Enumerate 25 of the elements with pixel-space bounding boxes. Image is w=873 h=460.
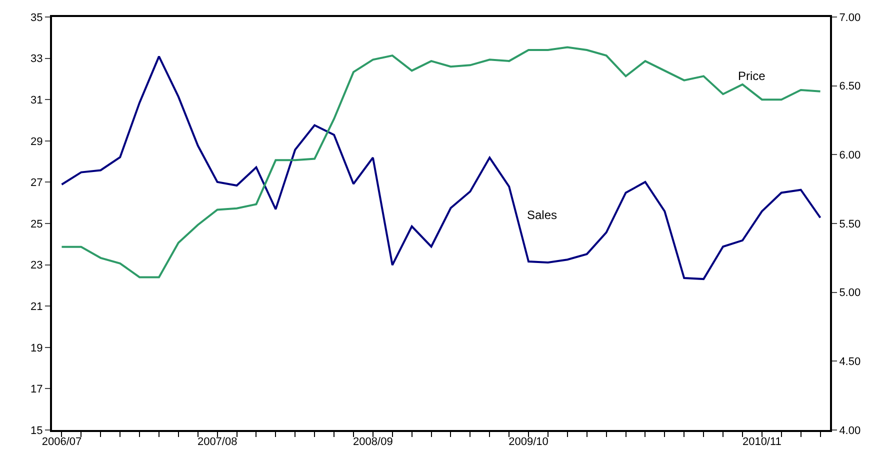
x-tick-label: 2007/08	[197, 436, 238, 448]
y2-tick-label: 6.00	[839, 150, 861, 162]
y2-tick-label: 7.00	[839, 12, 861, 24]
y2-tick-label: 4.50	[839, 356, 861, 368]
y-tick-label: 25	[30, 218, 43, 230]
y-tick-label: 21	[30, 300, 43, 313]
y-tick-label: 31	[30, 94, 43, 106]
y2-tick-label: 5.50	[839, 218, 861, 230]
y2-tick-label: 4.00	[839, 424, 861, 437]
series-label: Price	[738, 69, 766, 83]
y-tick-label: 15	[30, 424, 43, 437]
y-tick-label: 29	[30, 136, 43, 148]
x-tick-label: 2008/09	[353, 436, 393, 448]
y-tick-label: 17	[30, 384, 43, 396]
x-tick-label: 2006/07	[42, 436, 82, 448]
x-tick-label: 2010/11	[742, 436, 782, 448]
x-tick-label: 2009/10	[508, 436, 548, 448]
y-tick-label: 19	[30, 342, 43, 354]
series-label: Sales	[527, 208, 558, 222]
y-tick-label: 23	[30, 260, 43, 272]
y-tick-label: 33	[30, 53, 43, 66]
y-tick-label: 27	[30, 177, 43, 190]
y-tick-label: 35	[30, 12, 43, 24]
y2-tick-label: 5.00	[839, 287, 861, 300]
y2-tick-label: 6.50	[839, 80, 861, 93]
